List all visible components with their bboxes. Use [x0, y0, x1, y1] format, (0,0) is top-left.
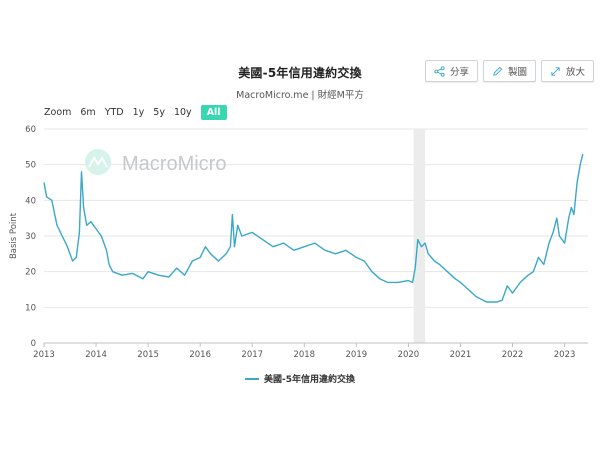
- chart-title: 美國-5年信用違約交換: [238, 66, 362, 80]
- x-tick-label: 2022: [502, 350, 524, 360]
- y-axis-ticks: 0 10 20 30 40 50 60: [25, 125, 36, 349]
- chart-subtitle: MacroMicro.me | 財經M平方: [236, 90, 364, 101]
- y-tick-label: 0: [31, 339, 36, 349]
- y-tick-label: 60: [25, 125, 36, 135]
- x-tick-label: 2016: [189, 350, 211, 360]
- x-tick-label: 2014: [85, 350, 107, 360]
- pencil-icon: [493, 66, 503, 76]
- macromicro-watermark: MacroMicro: [85, 149, 226, 175]
- share-icon: [434, 65, 445, 77]
- zoom-5y-button[interactable]: 5y: [153, 107, 165, 118]
- chart-legend[interactable]: 美國-5年信用違約交換: [0, 372, 600, 385]
- zoom-ytd-button[interactable]: YTD: [104, 107, 124, 118]
- zoom-all-button[interactable]: All: [200, 105, 227, 120]
- legend-label: 美國-5年信用違約交換: [264, 375, 355, 385]
- y-axis-label: Basis Point: [9, 212, 19, 259]
- grid-layer: [44, 128, 588, 308]
- y-tick-label: 10: [25, 303, 36, 313]
- draw-button[interactable]: 製圖: [482, 60, 536, 82]
- watermark-logo: [85, 149, 111, 175]
- x-tick-label: 2017: [241, 350, 263, 360]
- watermark-text: MacroMicro: [122, 153, 226, 175]
- x-tick-label: 2015: [137, 350, 159, 360]
- expand-label: 放大: [565, 67, 585, 78]
- action-bar: 分享 製圖 放大: [424, 60, 594, 82]
- x-tick-label: 2023: [554, 350, 576, 360]
- zoom-1y-button[interactable]: 1y: [132, 107, 145, 118]
- legend-swatch: [245, 377, 259, 380]
- y-tick-label: 40: [25, 196, 36, 206]
- zoom-10y-button[interactable]: 10y: [173, 107, 192, 118]
- y-tick-label: 50: [25, 161, 36, 171]
- y-tick-label: 30: [25, 232, 36, 242]
- x-tick-label: 2013: [33, 350, 55, 360]
- zoom-controls: Zoom 6m YTD 1y 5y 10y All: [44, 105, 227, 120]
- x-tick-label: 2019: [346, 350, 368, 360]
- zoom-label: Zoom: [44, 107, 72, 118]
- x-tick-label: 2018: [293, 350, 315, 360]
- zoom-6m-button[interactable]: 6m: [80, 107, 96, 118]
- x-axis-ticks: 2013 2014 2015 2016 2017 2018 2019 2020 2021 2022…: [33, 343, 575, 360]
- y-tick-label: 20: [25, 268, 36, 278]
- shaded-region: [413, 129, 426, 343]
- x-tick-label: 2020: [398, 350, 420, 360]
- share-button[interactable]: 分享: [424, 60, 478, 82]
- cds-series-line: [43, 153, 584, 303]
- share-label: 分享: [449, 67, 469, 78]
- chart-header: 美國-5年信用違約交換 MacroMicro.me | 財經M平方: [0, 64, 600, 101]
- expand-button[interactable]: 放大: [540, 60, 594, 82]
- x-tick-label: 2021: [450, 350, 472, 360]
- watermark-logo-mark: [88, 156, 108, 168]
- draw-label: 製圖: [507, 67, 527, 78]
- expand-icon: [551, 66, 560, 76]
